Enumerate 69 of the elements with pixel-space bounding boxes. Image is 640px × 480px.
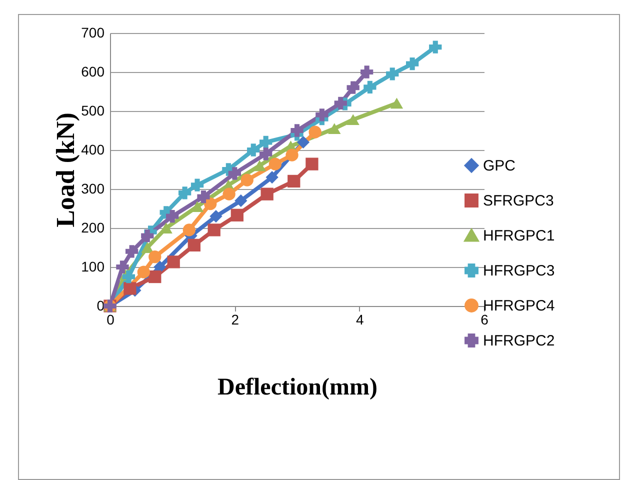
x-tick-label: 6 (480, 312, 489, 328)
point (204, 198, 217, 210)
legend-label: HFRGPC2 (483, 332, 555, 350)
point (210, 210, 222, 223)
point (316, 108, 328, 122)
y-tick-label: 0 (96, 298, 105, 314)
legend-label: HFRGPC3 (483, 262, 555, 280)
point (208, 224, 220, 236)
point (268, 158, 282, 170)
point (360, 66, 374, 78)
point (247, 144, 260, 156)
point (178, 186, 192, 200)
point (141, 242, 154, 253)
point (124, 282, 136, 295)
point (306, 158, 318, 170)
point (260, 188, 274, 200)
point (266, 170, 278, 184)
y-tick-label: 100 (81, 258, 105, 274)
point (346, 81, 360, 94)
point (429, 40, 442, 54)
point (125, 245, 138, 258)
point (308, 126, 322, 138)
point (390, 98, 404, 109)
point (286, 148, 298, 162)
point (182, 224, 196, 236)
y-tick-label: 200 (81, 220, 105, 236)
point (148, 270, 162, 284)
point (328, 123, 341, 134)
point (230, 208, 244, 222)
point (260, 136, 272, 149)
y-tick-label: 400 (81, 142, 105, 158)
point (364, 80, 376, 94)
point (188, 238, 200, 252)
legend-label: HFRGPC4 (483, 298, 555, 314)
y-tick-label: 700 (81, 24, 105, 40)
x-tick-label: 4 (356, 312, 364, 328)
point (141, 229, 154, 242)
point (406, 57, 419, 70)
point (122, 270, 136, 284)
point (296, 136, 310, 149)
point (386, 68, 399, 80)
point (148, 250, 162, 264)
point (253, 160, 266, 172)
point (346, 114, 360, 126)
point (197, 190, 210, 204)
y-tick-label: 300 (81, 180, 105, 196)
point (228, 167, 241, 180)
point (288, 174, 300, 188)
legend-label: GPC (483, 158, 516, 174)
point (190, 178, 204, 192)
x-tick-label: 0 (106, 312, 115, 328)
point (167, 256, 180, 268)
point (222, 188, 236, 200)
point (334, 96, 347, 110)
point (290, 124, 304, 137)
x-tick-label: 2 (231, 312, 240, 328)
point (166, 210, 179, 223)
point (116, 260, 129, 274)
x-axis-title: Deflection(mm) (218, 374, 378, 400)
point (240, 174, 254, 186)
point (260, 148, 272, 160)
legend-label: HFRGPC1 (483, 228, 555, 244)
y-axis-title: Load (kN) (51, 112, 80, 228)
legend-label: SFRGPC3 (483, 192, 554, 210)
point (234, 194, 248, 208)
y-tick-label: 500 (81, 102, 105, 118)
y-tick-label: 600 (81, 64, 105, 80)
point (154, 260, 166, 274)
point (137, 266, 150, 278)
